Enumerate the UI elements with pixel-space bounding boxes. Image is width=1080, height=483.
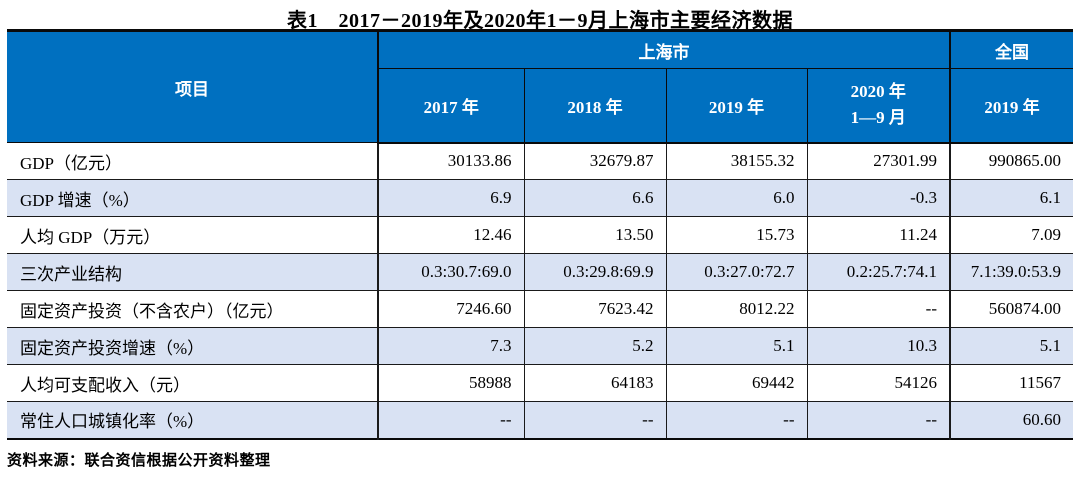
value-cell: 0.3:30.7:69.0 <box>377 253 524 291</box>
value-cell: 12.46 <box>377 216 524 254</box>
header-year-2018: 2018 年 <box>523 68 666 144</box>
value-cell: 32679.87 <box>523 142 666 180</box>
value-cell: 990865.00 <box>949 142 1073 180</box>
header-period-2020-line1: 2020 年 <box>850 82 906 102</box>
value-cell: -- <box>806 290 950 328</box>
table-row-industry-structure: 三次产业结构 0.3:30.7:69.0 0.3:29.8:69.9 0.3:2… <box>7 253 1073 291</box>
value-cell: 10.3 <box>806 327 950 365</box>
table-body: GDP（亿元） 30133.86 32679.87 38155.32 27301… <box>7 142 1073 439</box>
economic-data-table: 项目 上海市 全国 2017 年 2018 年 2019 年 2020 年 1—… <box>7 29 1073 440</box>
row-label: 固定资产投资（不含农户）（亿元） <box>7 290 378 328</box>
table-row-disposable-income: 人均可支配收入（元） 58988 64183 69442 54126 11567 <box>7 364 1073 402</box>
value-cell: 54126 <box>806 364 950 402</box>
header-period-2020: 2020 年 1—9 月 <box>806 68 950 144</box>
value-cell: -- <box>523 401 666 439</box>
header-year-2017: 2017 年 <box>378 68 524 144</box>
row-label: 三次产业结构 <box>7 253 378 291</box>
value-cell: 69442 <box>665 364 807 402</box>
value-cell: 64183 <box>523 364 666 402</box>
header-item: 项目 <box>7 30 379 143</box>
value-cell: 7.1:39.0:53.9 <box>949 253 1073 291</box>
table-title: 表1 2017－2019年及2020年1－9月上海市主要经济数据 <box>287 10 793 32</box>
row-label: GDP（亿元） <box>7 142 378 180</box>
value-cell: 6.9 <box>377 179 524 217</box>
value-cell: 0.3:27.0:72.7 <box>665 253 807 291</box>
header-group-national: 全国 <box>949 30 1073 69</box>
header-period-2020-line2: 1—9 月 <box>850 108 906 128</box>
value-cell: -- <box>806 401 950 439</box>
value-cell: 5.2 <box>523 327 666 365</box>
row-label: 常住人口城镇化率（%） <box>7 401 378 439</box>
header-group-shanghai: 上海市 <box>378 30 950 69</box>
value-cell: 0.2:25.7:74.1 <box>806 253 950 291</box>
value-cell: 38155.32 <box>665 142 807 180</box>
value-cell: -- <box>665 401 807 439</box>
value-cell: 13.50 <box>523 216 666 254</box>
table-row-gdp-per-capita: 人均 GDP（万元） 12.46 13.50 15.73 11.24 7.09 <box>7 216 1073 254</box>
value-cell: -0.3 <box>806 179 950 217</box>
header-group-row: 项目 上海市 全国 <box>7 30 1073 143</box>
value-cell: 5.1 <box>949 327 1073 365</box>
table-row-gdp-growth: GDP 增速（%） 6.9 6.6 6.0 -0.3 6.1 <box>7 179 1073 217</box>
table-row-fixed-investment: 固定资产投资（不含农户）（亿元） 7246.60 7623.42 8012.22… <box>7 290 1073 328</box>
value-cell: 7.09 <box>949 216 1073 254</box>
value-cell: 27301.99 <box>806 142 950 180</box>
row-label: 人均可支配收入（元） <box>7 364 378 402</box>
table-row-fixed-investment-growth: 固定资产投资增速（%） 7.3 5.2 5.1 10.3 5.1 <box>7 327 1073 365</box>
header-year-row: 2017 年 2018 年 2019 年 2020 年 1—9 月 2019 年 <box>7 68 1073 144</box>
header-year-2019: 2019 年 <box>665 68 807 144</box>
value-cell: 30133.86 <box>377 142 524 180</box>
row-label: 人均 GDP（万元） <box>7 216 378 254</box>
value-cell: 6.0 <box>665 179 807 217</box>
header-national-year: 2019 年 <box>949 68 1073 144</box>
table-header: 项目 上海市 全国 2017 年 2018 年 2019 年 2020 年 1—… <box>7 30 1073 144</box>
row-label: GDP 增速（%） <box>7 179 378 217</box>
value-cell: 7623.42 <box>523 290 666 328</box>
value-cell: 7246.60 <box>377 290 524 328</box>
value-cell: 0.3:29.8:69.9 <box>523 253 666 291</box>
value-cell: 11567 <box>949 364 1073 402</box>
value-cell: 560874.00 <box>949 290 1073 328</box>
row-label: 固定资产投资增速（%） <box>7 327 378 365</box>
value-cell: 7.3 <box>377 327 524 365</box>
value-cell: 60.60 <box>949 401 1073 439</box>
table-row-gdp: GDP（亿元） 30133.86 32679.87 38155.32 27301… <box>7 142 1073 180</box>
value-cell: 15.73 <box>665 216 807 254</box>
table-row-urbanization-rate: 常住人口城镇化率（%） -- -- -- -- 60.60 <box>7 401 1073 439</box>
value-cell: 6.6 <box>523 179 666 217</box>
data-source-note: 资料来源：联合资信根据公开资料整理 <box>7 452 271 469</box>
value-cell: 8012.22 <box>665 290 807 328</box>
value-cell: 58988 <box>377 364 524 402</box>
value-cell: 11.24 <box>806 216 950 254</box>
value-cell: 5.1 <box>665 327 807 365</box>
value-cell: -- <box>377 401 524 439</box>
value-cell: 6.1 <box>949 179 1073 217</box>
